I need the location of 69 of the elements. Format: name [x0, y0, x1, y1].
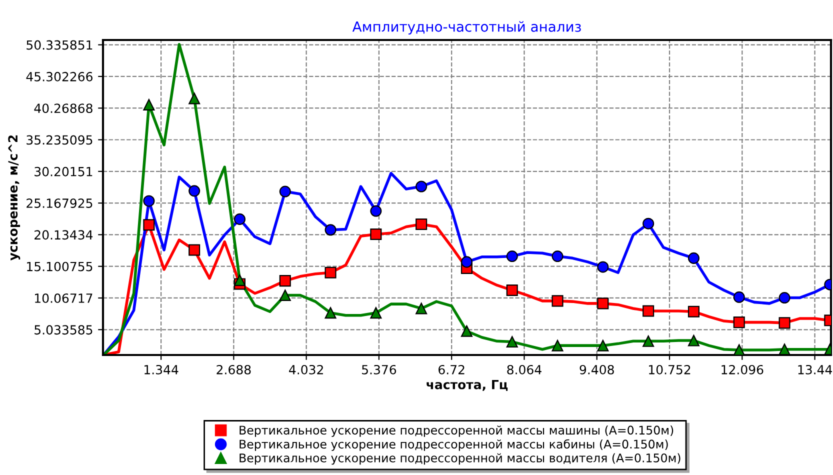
point — [460, 256, 472, 268]
point — [552, 250, 564, 262]
point — [552, 340, 564, 352]
point — [416, 180, 428, 192]
point — [460, 325, 472, 337]
x-tick-label: 5.376 — [362, 364, 396, 374]
point — [143, 98, 155, 111]
y-tick-label: 30.20151 — [34, 166, 92, 176]
point — [597, 340, 609, 352]
x-tick-label: 6.72 — [438, 364, 464, 374]
x-tick-label: 4.032 — [289, 364, 323, 374]
point — [324, 224, 336, 236]
point — [733, 344, 745, 355]
point — [733, 316, 745, 328]
point — [506, 250, 518, 262]
y-tick-label: 45.302266 — [26, 72, 92, 82]
point — [597, 298, 609, 310]
point — [370, 228, 382, 240]
point — [324, 266, 336, 278]
point — [778, 292, 790, 304]
point — [279, 290, 291, 302]
point — [506, 336, 518, 348]
point — [370, 205, 382, 217]
chart-title: Амплитудно-частотный анализ — [352, 21, 581, 35]
legend-label: Вертикальное ускорение подрессоренной массы машины (A=0.150м) — [240, 425, 674, 437]
point — [188, 244, 200, 256]
y-tick-label: 15.100755 — [27, 262, 92, 272]
point — [234, 274, 246, 286]
point — [778, 344, 790, 355]
x-tick-label: 1.344 — [144, 364, 178, 374]
legend-label: Вертикальное ускорение подрессоренной массы водителя (A=0.150м) — [240, 453, 680, 465]
y-tick-label: 40.26868 — [34, 104, 92, 114]
x-tick-label: 8.064 — [507, 364, 542, 374]
point — [188, 92, 200, 104]
point — [370, 307, 382, 319]
point — [642, 305, 654, 317]
point — [688, 252, 700, 264]
point — [188, 185, 200, 197]
point — [642, 218, 654, 230]
y-tick-label: 10.06717 — [35, 293, 92, 303]
legend-label: Вертикальное ускорение подрессоренной массы кабины (A=0.150м) — [240, 439, 668, 451]
point — [234, 213, 246, 225]
point — [642, 335, 654, 347]
point — [279, 186, 291, 198]
point — [597, 261, 609, 273]
point — [506, 284, 518, 296]
y-tick-label: 35.235095 — [26, 135, 92, 145]
x-tick-label: 10.752 — [649, 364, 690, 374]
point — [552, 295, 564, 307]
point — [143, 195, 155, 207]
y-axis-title: ускорение, м/с^2 — [8, 135, 20, 261]
point — [279, 275, 291, 287]
point — [688, 306, 700, 318]
point — [416, 302, 428, 314]
x-axis-title: частота, Гц — [426, 380, 508, 391]
y-tick-label: 5.033585 — [34, 325, 92, 335]
y-tick-label: 20.13434 — [34, 230, 93, 240]
point — [733, 291, 745, 303]
point — [416, 218, 428, 230]
y-tick-label: 50.335851 — [26, 40, 92, 50]
x-tick-label: 2.688 — [216, 364, 251, 374]
point — [143, 219, 155, 231]
y-tick-label: 25.167925 — [26, 198, 92, 208]
x-tick-label: 12.096 — [722, 364, 764, 374]
point — [324, 307, 336, 319]
point — [688, 334, 700, 346]
x-tick-label: 13.44 — [798, 364, 832, 374]
x-tick-label: 9.408 — [580, 364, 614, 374]
point — [778, 317, 790, 329]
